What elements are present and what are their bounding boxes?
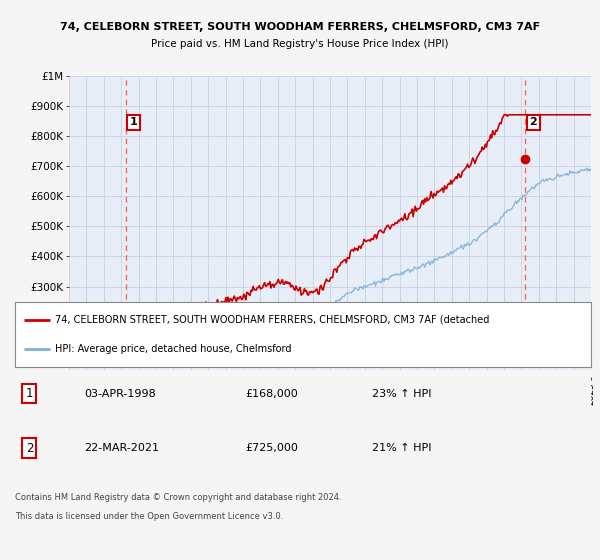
Text: 74, CELEBORN STREET, SOUTH WOODHAM FERRERS, CHELMSFORD, CM3 7AF (detached: 74, CELEBORN STREET, SOUTH WOODHAM FERRE… (55, 315, 490, 325)
Text: Contains HM Land Registry data © Crown copyright and database right 2024.: Contains HM Land Registry data © Crown c… (15, 493, 341, 502)
Text: 2: 2 (530, 118, 538, 127)
Text: 21% ↑ HPI: 21% ↑ HPI (372, 443, 431, 453)
Text: This data is licensed under the Open Government Licence v3.0.: This data is licensed under the Open Gov… (15, 512, 283, 521)
Text: Price paid vs. HM Land Registry's House Price Index (HPI): Price paid vs. HM Land Registry's House … (151, 39, 449, 49)
Text: 03-APR-1998: 03-APR-1998 (84, 389, 156, 399)
Text: 23% ↑ HPI: 23% ↑ HPI (372, 389, 431, 399)
Text: 1: 1 (130, 118, 137, 127)
Text: £725,000: £725,000 (245, 443, 298, 453)
Text: 2: 2 (26, 442, 33, 455)
Text: HPI: Average price, detached house, Chelmsford: HPI: Average price, detached house, Chel… (55, 344, 292, 354)
Text: £168,000: £168,000 (245, 389, 298, 399)
Text: 22-MAR-2021: 22-MAR-2021 (84, 443, 159, 453)
Text: 74, CELEBORN STREET, SOUTH WOODHAM FERRERS, CHELMSFORD, CM3 7AF: 74, CELEBORN STREET, SOUTH WOODHAM FERRE… (60, 22, 540, 32)
Text: 1: 1 (26, 387, 33, 400)
